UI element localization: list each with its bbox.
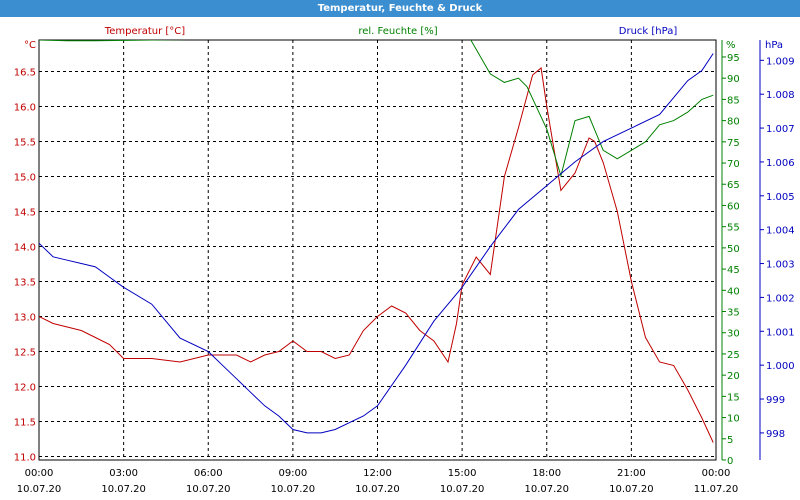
- x-tick-date-label: 10.07.20: [609, 484, 654, 495]
- x-tick-date-label: 10.07.20: [101, 484, 146, 495]
- temperature-tick-label: 11.5: [14, 418, 36, 429]
- humidity-tick-label: 55: [727, 223, 740, 234]
- humidity-tick-label: 60: [727, 201, 740, 212]
- pressure-tick-label: 1.002: [766, 293, 795, 304]
- x-tick-time-label: 06:00: [194, 468, 223, 479]
- temperature-tick-label: 13.0: [14, 313, 36, 324]
- x-tick-time-label: 03:00: [109, 468, 138, 479]
- x-tick-date-label: 10.07.20: [355, 484, 400, 495]
- pressure-tick-label: 1.007: [766, 124, 795, 135]
- x-tick-time-label: 09:00: [278, 468, 307, 479]
- x-tick-time-label: 00:00: [25, 468, 54, 479]
- x-tick-date-label: 10.07.20: [524, 484, 569, 495]
- humidity-tick-label: 45: [727, 265, 740, 276]
- pressure-tick-label: 1.003: [766, 260, 795, 271]
- x-tick-date-label: 10.07.20: [440, 484, 485, 495]
- temperature-unit-label: °C: [24, 40, 36, 51]
- temperature-tick-label: 12.5: [14, 348, 36, 359]
- temperature-tick-label: 14.5: [14, 208, 36, 219]
- humidity-tick-label: 85: [727, 95, 740, 106]
- humidity-tick-label: 20: [727, 371, 740, 382]
- temperature-tick-label: 13.5: [14, 278, 36, 289]
- temperature-tick-label: 15.0: [14, 173, 36, 184]
- pressure-tick-label: 998: [766, 429, 785, 440]
- pressure-tick-label: 1.009: [766, 56, 795, 67]
- x-tick-date-label: 10.07.20: [17, 484, 62, 495]
- x-tick-time-label: 00:00: [702, 468, 731, 479]
- temperature-tick-label: 12.0: [14, 383, 36, 394]
- pressure-tick-label: 1.008: [766, 90, 795, 101]
- x-tick-time-label: 15:00: [448, 468, 477, 479]
- x-tick-time-label: 21:00: [617, 468, 646, 479]
- x-tick-time-label: 18:00: [532, 468, 561, 479]
- humidity-tick-label: 75: [727, 138, 740, 149]
- pressure-series-line: [39, 53, 714, 434]
- humidity-tick-label: 5: [727, 435, 733, 446]
- x-tick-date-label: 10.07.20: [271, 484, 316, 495]
- temperature-tick-label: 14.0: [14, 243, 36, 254]
- pressure-tick-label: 1.000: [766, 361, 795, 372]
- humidity-tick-label: 50: [727, 244, 740, 255]
- humidity-series-line: [39, 40, 714, 178]
- pressure-tick-label: 1.001: [766, 327, 795, 338]
- pressure-tick-label: 1.004: [766, 226, 795, 237]
- pressure-tick-label: 1.005: [766, 192, 795, 203]
- pressure-axis-label: Druck [hPa]: [619, 26, 678, 37]
- x-tick-time-label: 12:00: [363, 468, 392, 479]
- humidity-tick-label: 70: [727, 159, 740, 170]
- temperature-tick-label: 16.5: [14, 68, 36, 79]
- series: [39, 40, 714, 443]
- humidity-tick-label: 90: [727, 74, 740, 85]
- temperature-axis-label: Temperatur [°C]: [104, 26, 185, 37]
- humidity-tick-label: 30: [727, 329, 740, 340]
- humidity-tick-label: 65: [727, 180, 740, 191]
- humidity-axis-label: rel. Feuchte [%]: [358, 26, 437, 37]
- chart-title: Temperatur, Feuchte & Druck: [0, 0, 800, 17]
- humidity-tick-label: 0: [727, 456, 733, 467]
- x-tick-date-label: 11.07.20: [694, 484, 739, 495]
- pressure-tick-label: 1.006: [766, 158, 795, 169]
- temperature-tick-label: 16.0: [14, 103, 36, 114]
- humidity-tick-label: 95: [727, 53, 740, 64]
- temperature-tick-label: 11.0: [14, 453, 36, 464]
- humidity-tick-label: 15: [727, 392, 740, 403]
- humidity-tick-label: 80: [727, 117, 740, 128]
- pressure-unit-label: hPa: [765, 40, 783, 51]
- humidity-tick-label: 25: [727, 350, 740, 361]
- axes: 00:00 10.07.20 03:00 10.07.20 06:00 10.07.20 0…: [14, 40, 795, 495]
- x-tick-date-label: 10.07.20: [186, 484, 231, 495]
- humidity-tick-label: 10: [727, 414, 740, 425]
- temperature-tick-label: 15.5: [14, 138, 36, 149]
- temperature-series-line: [39, 67, 714, 443]
- grid: [39, 40, 716, 460]
- pressure-tick-label: 999: [766, 395, 785, 406]
- humidity-tick-label: 35: [727, 308, 740, 319]
- humidity-unit-label: %: [726, 40, 736, 51]
- humidity-tick-label: 40: [727, 286, 740, 297]
